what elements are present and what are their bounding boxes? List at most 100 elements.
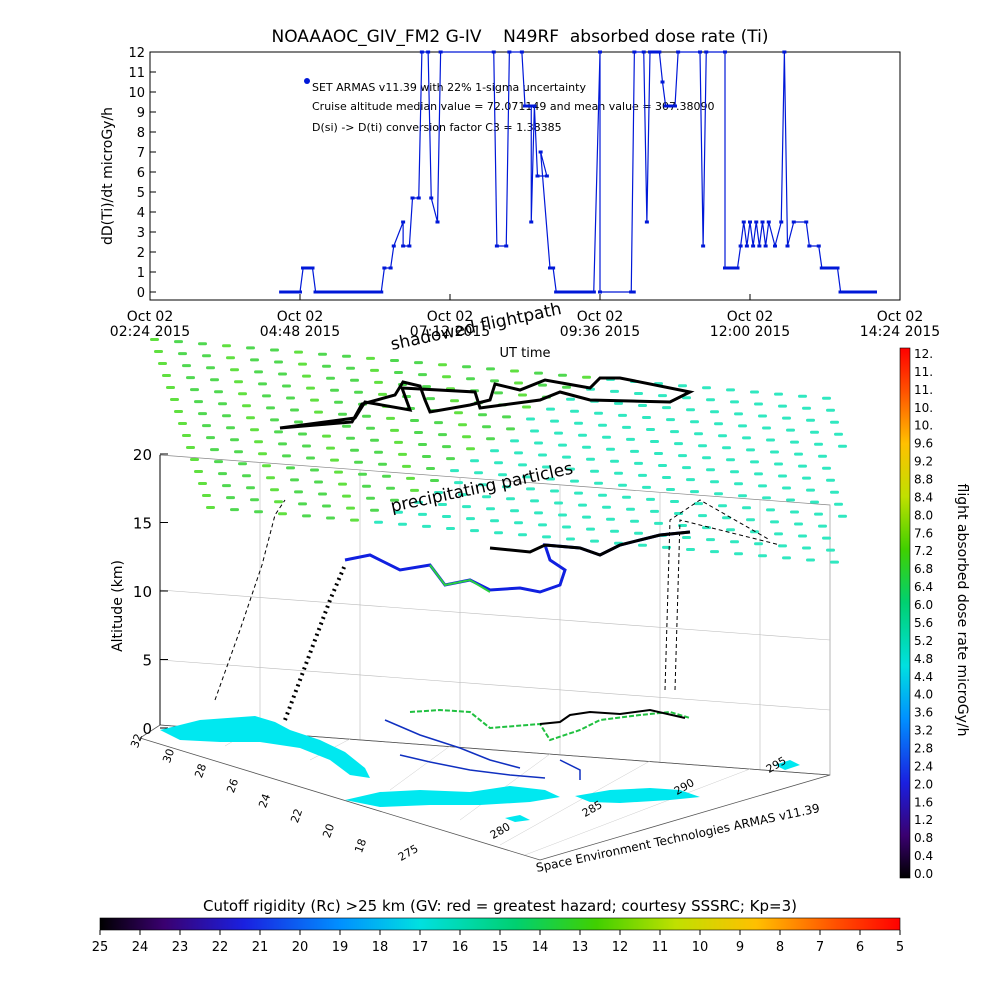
dose-colorbar-tick: 3.2 [914,724,933,738]
particle-mark [210,448,219,452]
dose-colorbar-tick: 5.2 [914,634,933,648]
particle-mark [302,514,311,518]
particle-mark [462,505,471,509]
particle-mark [262,464,271,468]
flightpath-green-segment [429,564,491,593]
data-point [598,50,602,54]
particle-mark [510,509,519,513]
particle-mark [206,506,215,509]
particle-mark [330,458,339,462]
y-tick-label: 6 [137,166,145,181]
particle-mark [542,535,551,539]
particle-mark [506,427,515,431]
particle-mark [434,421,443,425]
data-point [723,50,727,54]
cutoff-tick-label: 7 [816,940,824,955]
particle-mark [734,552,743,556]
particle-mark [442,515,451,518]
particle-mark [422,524,431,528]
particle-mark [614,471,623,475]
particle-mark [718,504,727,508]
particle-mark [266,476,275,480]
particle-mark [350,378,359,382]
data-point [523,104,527,108]
particle-mark [230,508,239,512]
particle-mark [698,514,707,518]
data-point [671,104,676,108]
data-point [491,50,496,54]
particle-mark [422,455,431,458]
particle-mark [374,380,383,384]
coastline-outlines [384,719,581,780]
data-point [581,290,586,294]
particle-mark [494,391,503,395]
particle-mark [782,556,791,560]
lat-tick-label: 28 [192,762,209,780]
data-point [725,266,730,270]
particle-mark [498,473,507,477]
particle-mark [610,389,619,393]
particle-mark [806,558,815,562]
particle-mark [374,450,383,454]
particle-mark [234,450,243,454]
particle-mark [438,433,447,437]
data-point [866,290,871,294]
shadowed-flightpath [279,376,695,430]
data-point [650,50,655,54]
particle-mark [390,359,399,362]
dose-colorbar-tick: 1.2 [914,813,933,827]
particle-mark [638,404,647,407]
hispaniola-landmass [575,788,700,803]
particle-mark [734,482,743,486]
particle-mark [386,416,395,420]
particle-mark [358,472,367,476]
cutoff-tick-label: 5 [896,940,904,955]
data-point [589,290,594,294]
data-point [819,266,824,270]
data-point [507,50,512,54]
particle-mark [806,488,815,492]
data-point [559,290,564,294]
ground-plane [139,724,831,861]
cutoff-tick-label: 13 [572,940,589,955]
particle-mark [294,490,303,494]
particle-mark [350,448,359,452]
lon-tick-label: 295 [764,754,789,776]
particle-mark [450,399,459,403]
data-point [371,290,376,294]
cutoff-tick-label: 16 [452,940,469,955]
data-point [698,50,702,54]
particle-mark [706,538,715,542]
data-point [328,290,333,294]
x-tick-label: 12:00 2015 [710,324,790,340]
particle-mark [834,432,843,436]
particle-mark [814,512,823,516]
particle-mark [614,401,623,405]
particle-mark [198,412,207,416]
data-point [676,50,681,54]
data-point [648,50,652,54]
particle-mark [326,376,335,380]
particle-mark [182,364,191,368]
data-point [757,244,762,248]
data-point [308,266,313,270]
data-point [336,290,341,294]
particle-mark [486,367,495,371]
particle-mark [534,511,543,515]
particle-mark [694,432,703,436]
particle-mark [570,479,579,483]
particle-mark [330,388,339,392]
descent-shadow-dashed [664,499,771,691]
particle-mark [222,344,231,348]
annotation-line-3: D(si) -> D(ti) conversion factor C3 = 1.… [312,121,562,134]
data-point [586,290,591,294]
particle-mark [554,431,563,435]
particle-mark [238,392,247,396]
particle-mark [538,383,547,387]
ascent-shadow-dashed [214,499,286,701]
particle-mark [678,384,687,388]
dose-colorbar-tick: 1.6 [914,795,933,809]
dose-colorbar-tick: 2.4 [914,759,933,773]
